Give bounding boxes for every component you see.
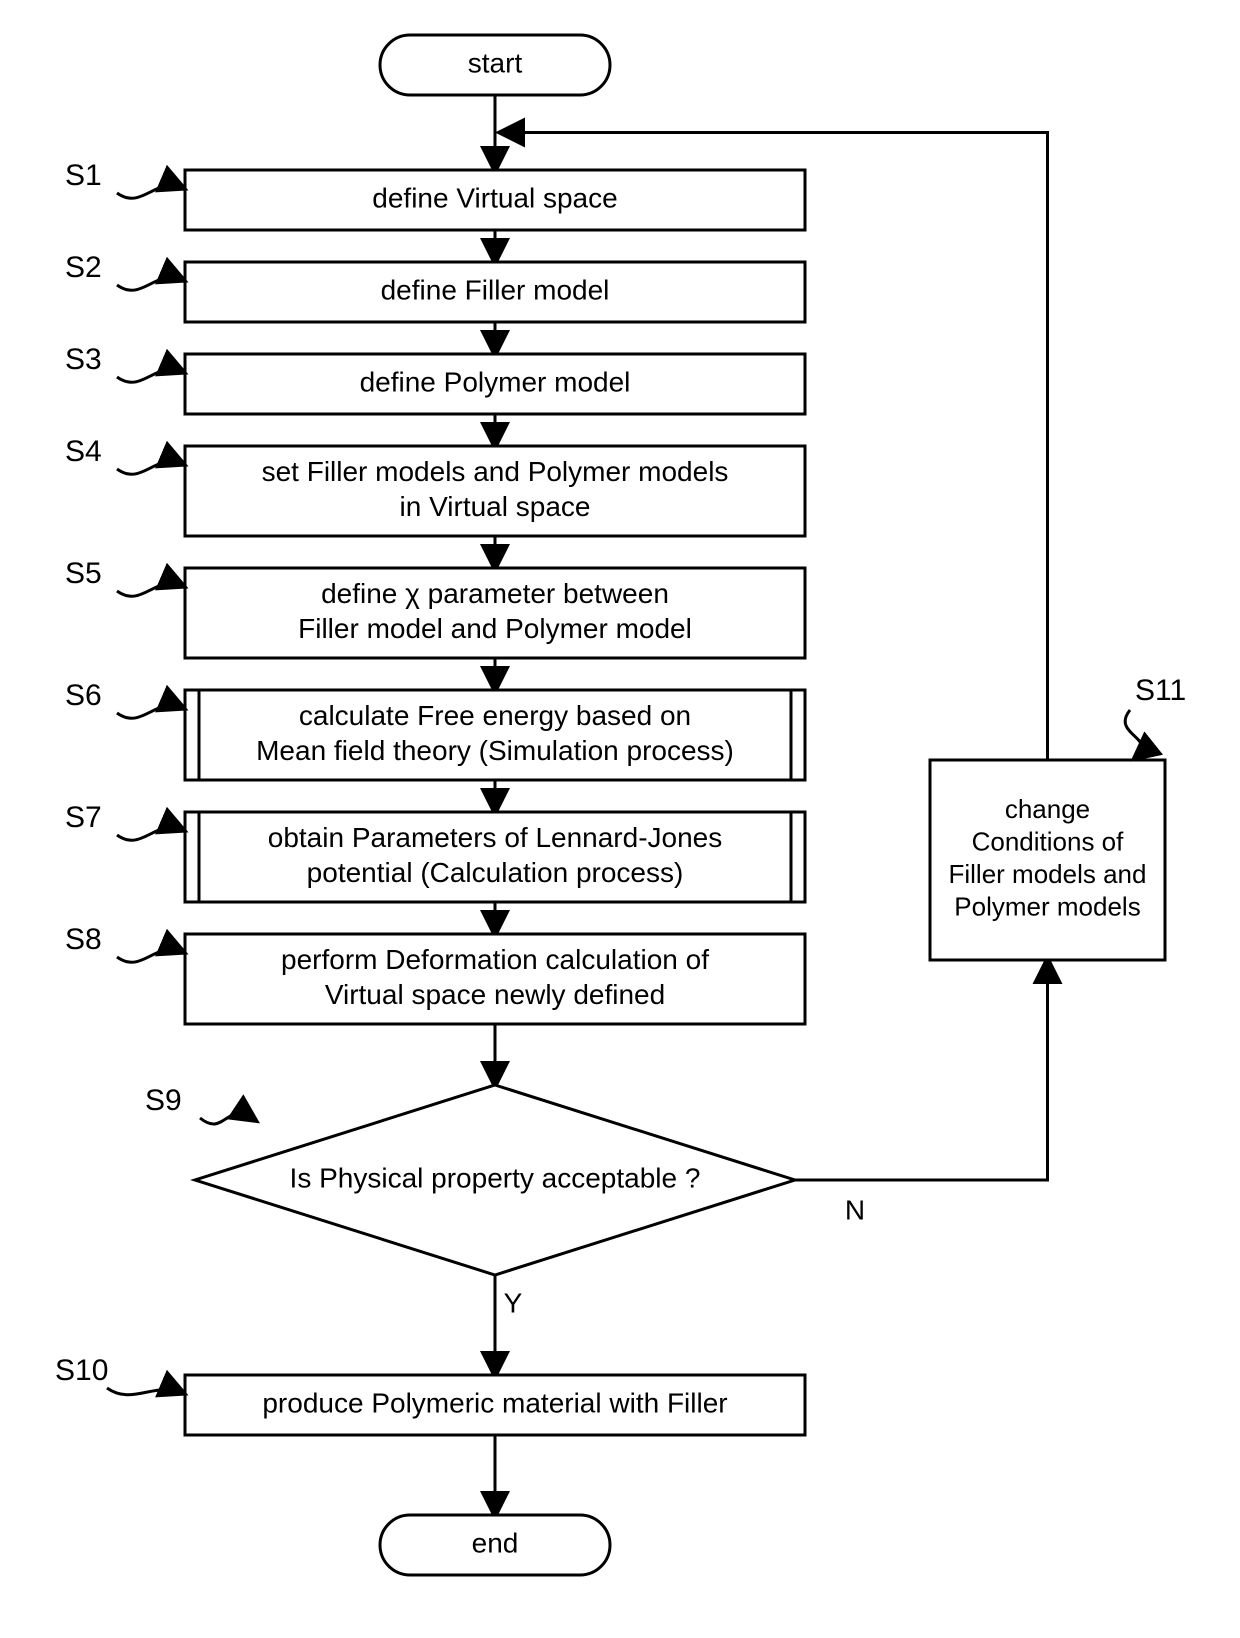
svg-text:Filler model and Polymer model: Filler model and Polymer model (298, 613, 692, 644)
svg-text:Is Physical property acceptabl: Is Physical property acceptable ? (290, 1162, 701, 1193)
svg-text:perform Deformation calculatio: perform Deformation calculation of (281, 944, 709, 975)
svg-text:Polymer models: Polymer models (954, 892, 1140, 922)
step-label-s3: S3 (65, 343, 102, 376)
svg-text:define Virtual space: define Virtual space (372, 182, 617, 213)
label-arrow-s9 (200, 1114, 255, 1124)
svg-text:start: start (468, 47, 523, 78)
svg-text:potential (Calculation process: potential (Calculation process) (307, 857, 684, 888)
label-arrow-s5 (117, 583, 183, 596)
label-arrow-s10 (107, 1388, 183, 1395)
label-arrow-s7 (117, 827, 183, 840)
svg-text:define χ parameter between: define χ parameter between (321, 578, 669, 609)
step-label-s9: S9 (145, 1084, 182, 1117)
label-arrow-s1 (117, 185, 183, 198)
svg-text:produce Polymeric material wit: produce Polymeric material with Filler (262, 1387, 727, 1418)
svg-text:in Virtual space: in Virtual space (400, 491, 591, 522)
label-arrow-s4 (117, 461, 183, 474)
step-label-s10: S10 (55, 1354, 108, 1387)
step-label-s4: S4 (65, 435, 102, 468)
svg-text:Virtual space newly defined: Virtual space newly defined (325, 979, 665, 1010)
svg-text:define Filler model: define Filler model (381, 274, 610, 305)
svg-text:Filler models and: Filler models and (949, 859, 1147, 889)
svg-text:end: end (472, 1527, 519, 1558)
svg-text:Mean field theory (Simulation: Mean field theory (Simulation process) (256, 735, 734, 766)
svg-text:change: change (1005, 794, 1090, 824)
branch-no: N (845, 1194, 865, 1225)
svg-text:calculate Free energy based on: calculate Free energy based on (299, 700, 691, 731)
svg-text:set Filler models and Polymer: set Filler models and Polymer models (262, 456, 729, 487)
step-label-s5: S5 (65, 557, 102, 590)
step-label-s11: S11 (1135, 674, 1186, 707)
step-label-s8: S8 (65, 923, 102, 956)
label-arrow-s3 (117, 369, 183, 382)
step-label-s1: S1 (65, 159, 102, 192)
step-label-s2: S2 (65, 251, 102, 284)
label-arrow-s6 (117, 705, 183, 718)
label-arrow-s2 (117, 277, 183, 290)
label-arrow-s8 (117, 949, 183, 962)
svg-text:obtain Parameters of Lennard-J: obtain Parameters of Lennard-Jones (268, 822, 723, 853)
branch-yes: Y (504, 1287, 523, 1318)
svg-text:Conditions of: Conditions of (972, 827, 1125, 857)
step-label-s7: S7 (65, 801, 102, 834)
label-arrow-s11 (1125, 710, 1142, 758)
step-label-s6: S6 (65, 679, 102, 712)
flowchart-diagram: start define Virtual space define Filler m… (0, 0, 1240, 1638)
svg-text:define Polymer model: define Polymer model (360, 366, 631, 397)
